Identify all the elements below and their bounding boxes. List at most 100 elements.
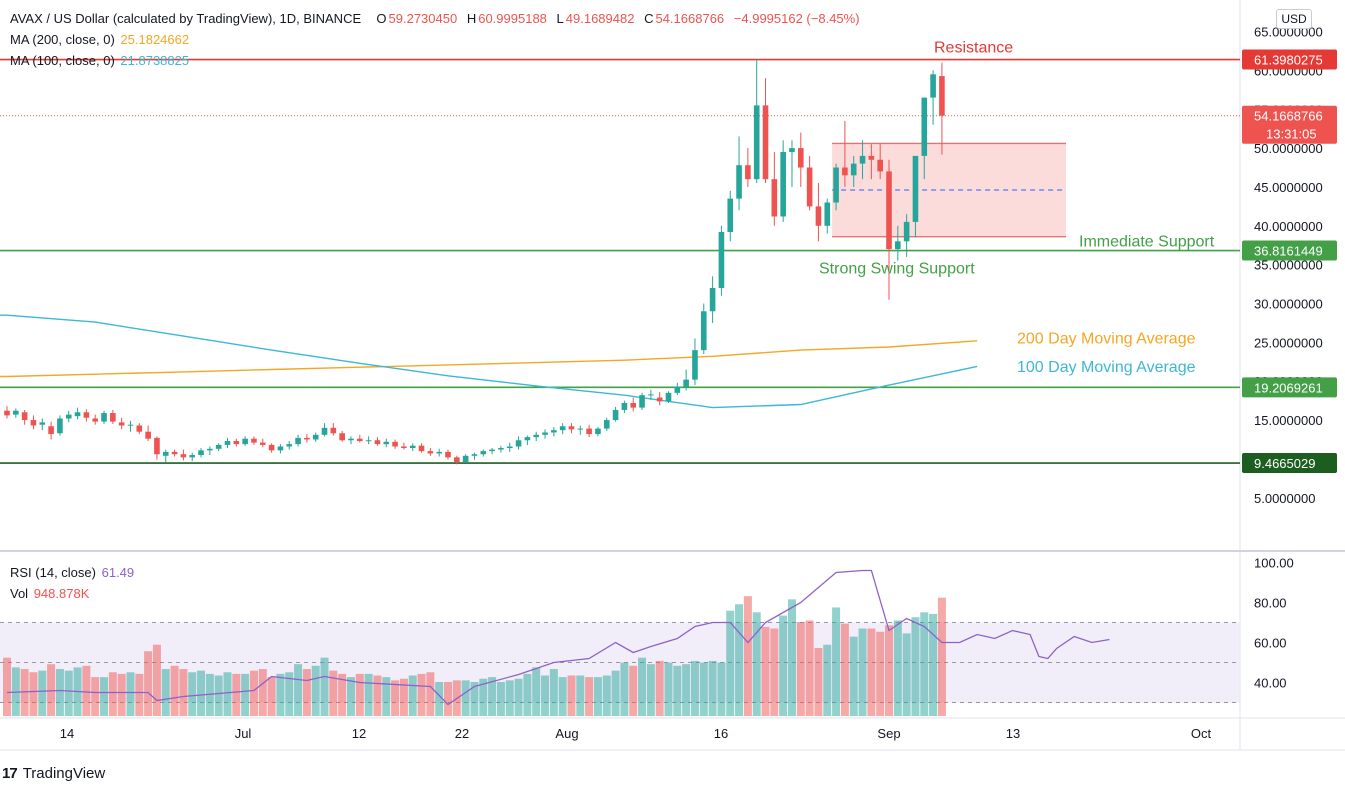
candle-body [224, 441, 231, 445]
time-axis-label: 16 [714, 726, 728, 741]
candle-body [365, 440, 372, 442]
currency-button[interactable]: USD [1276, 9, 1312, 29]
candle-body [577, 428, 584, 430]
volume-bar [505, 680, 514, 716]
volume-bar [197, 670, 206, 716]
volume-bar [717, 662, 726, 716]
volume-bar [893, 620, 902, 716]
candle-body [418, 445, 425, 452]
candle-body [74, 412, 81, 417]
candle-body [489, 449, 495, 452]
candle-body [912, 155, 919, 222]
volume-bar [832, 607, 841, 716]
time-axis-label: Sep [877, 726, 900, 741]
time-axis-label: Aug [555, 726, 578, 741]
volume-bar [232, 673, 241, 716]
volume-bar [690, 660, 699, 716]
candle-body [789, 148, 795, 152]
candle-body [110, 413, 116, 422]
candle-body [127, 424, 134, 426]
volume-bar [752, 612, 761, 716]
volume-bar [100, 677, 109, 716]
candle-body [665, 392, 672, 402]
last-price-label: 54.1668766 [1254, 109, 1323, 124]
change-value: −4.9995162 (−8.45%) [733, 11, 860, 26]
volume-bar [479, 678, 488, 716]
candle-body [436, 451, 442, 454]
volume-bar [426, 672, 435, 716]
candle-body [612, 409, 619, 421]
volume-bar [214, 675, 223, 716]
candle-body [859, 155, 866, 164]
price-tick-label: 15.0000000 [1254, 413, 1323, 428]
volume-bar [399, 678, 408, 716]
resistance-annotation: Resistance [934, 40, 1013, 57]
price-tick-label: 70.0000000 [1254, 0, 1323, 1]
rsi-tick-label: 40.00 [1254, 676, 1287, 691]
candle-body [753, 105, 760, 180]
volume-bar [496, 681, 505, 716]
candle-body [683, 379, 689, 387]
volume-bar [435, 681, 444, 716]
candle-body [374, 440, 381, 445]
volume-bar [593, 677, 602, 716]
volume-bar [814, 647, 823, 716]
volume-bar [523, 673, 532, 716]
ma200-value: 25.1824662 [120, 32, 190, 47]
volume-bar [161, 669, 170, 716]
candle-body [383, 441, 390, 445]
volume-bar [417, 673, 426, 716]
candle-body [357, 438, 363, 442]
volume-bar [311, 665, 320, 716]
volume-bar [355, 673, 364, 716]
volume-bar [241, 673, 250, 716]
ma200-line [0, 340, 978, 378]
candle-body [207, 448, 213, 451]
ma100-legend[interactable]: MA (100, close, 0) 21.8738825 [10, 53, 189, 68]
volume-bar [858, 628, 867, 716]
volume-bar [382, 677, 391, 716]
volume-bar [64, 670, 73, 716]
bar-countdown-label: 13:31:05 [1266, 127, 1317, 142]
price-tick-label: 50.0000000 [1254, 141, 1323, 156]
volume-bar [682, 664, 691, 716]
low-value: 49.1689482 [565, 11, 635, 26]
volume-bar [320, 657, 329, 716]
candle-body [718, 232, 725, 288]
candle-body [798, 148, 804, 168]
time-axis-label: 13 [1006, 726, 1020, 741]
candle-body [312, 434, 319, 440]
volume-bar [488, 677, 497, 716]
volume-bar [329, 670, 338, 716]
candle-body [621, 402, 628, 410]
candle-body [886, 171, 892, 250]
candle-body [277, 446, 284, 451]
ma200-legend[interactable]: MA (200, close, 0) 25.1824662 [10, 32, 189, 47]
time-axis-label: Jul [235, 726, 252, 741]
ma200-label: MA (200, close, 0) [10, 32, 115, 47]
candle-body [251, 438, 257, 443]
volume-bar [876, 631, 885, 716]
time-axis-label: 14 [60, 726, 74, 741]
candle-body [939, 76, 945, 116]
volume-bar [108, 672, 117, 716]
volume-bar [373, 675, 382, 716]
volume-bar [267, 677, 276, 716]
ma100-line [0, 314, 978, 409]
volume-bar [249, 670, 258, 716]
volume-bar [541, 675, 550, 716]
volume-bar [911, 617, 920, 716]
high-value: 60.9995188 [478, 11, 547, 26]
candle-body [806, 167, 813, 207]
rsi-legend[interactable]: RSI (14, close) 61.49 [10, 565, 134, 580]
tradingview-logo[interactable]: 17 TradingView [2, 765, 105, 782]
candle-body [4, 410, 10, 416]
candle-body [648, 394, 654, 396]
volume-bar [55, 669, 64, 716]
volume-legend[interactable]: Vol 948.878K [10, 586, 89, 601]
volume-bar [117, 673, 126, 716]
price-tick-label: 45.0000000 [1254, 180, 1323, 195]
volume-label: Vol [10, 586, 29, 601]
rsi-value: 61.49 [101, 565, 135, 580]
